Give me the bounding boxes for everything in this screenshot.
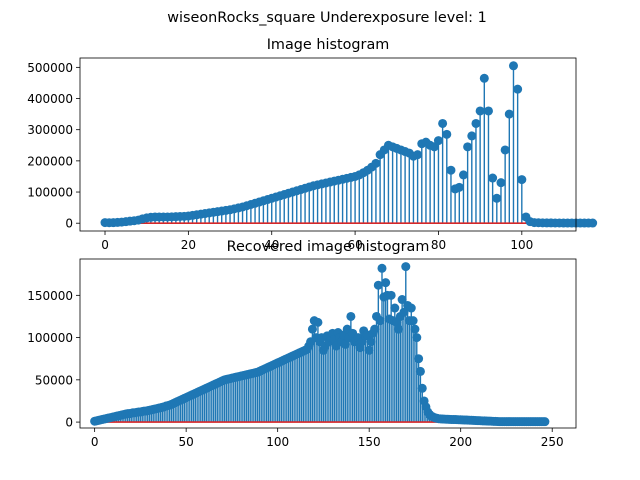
chart-2-marker [410, 324, 420, 334]
chart-2-x-tick-label: 250 [541, 435, 564, 449]
chart-2-marker [370, 324, 380, 334]
chart-1-x-tick-label: 80 [431, 238, 446, 252]
chart-1-marker [504, 109, 514, 119]
chart-1-title: Image histogram [267, 37, 390, 53]
chart-1-marker [500, 145, 510, 155]
chart-2-marker [307, 324, 317, 334]
chart-1-marker [413, 150, 423, 160]
chart-2-x-tick-label: 50 [179, 435, 194, 449]
chart-2-marker [393, 324, 403, 334]
chart-1-marker [492, 193, 502, 203]
chart-2-marker [399, 307, 409, 317]
chart-1-marker [458, 170, 468, 180]
chart-1-y-tick-label: 400000 [27, 92, 73, 106]
chart-2-y-tick-label: 50000 [35, 373, 73, 387]
chart-1-y-tick-label: 0 [65, 217, 73, 231]
chart-2-x-tick-label: 100 [266, 435, 289, 449]
chart-2-marker [414, 354, 424, 364]
chart-1-marker [467, 131, 477, 141]
chart-2-marker [390, 303, 400, 313]
chart-1-marker [517, 175, 527, 185]
chart-2-marker [373, 280, 383, 290]
chart-2-marker [401, 262, 411, 272]
chart-2-axes: 0 50 100 150 200 250 0 50000 100000 150000 [27, 289, 563, 449]
chart-2-marker [417, 383, 427, 393]
chart-1-y-tick-label: 100000 [27, 186, 73, 200]
chart-2-marker [340, 339, 350, 349]
chart-1-frame [79, 57, 577, 232]
chart-1-y-tick-label: 300000 [27, 123, 73, 137]
chart-2-marker [412, 333, 422, 343]
chart-1-marker [454, 182, 464, 192]
chart-2-frame [79, 258, 577, 429]
chart-1-marker [488, 173, 498, 183]
chart-2-x-tick-label: 0 [91, 435, 99, 449]
chart-2-marker [346, 311, 356, 321]
chart-1-marker [483, 106, 493, 116]
chart-2-x-tick-label: 150 [358, 435, 381, 449]
chart-2-plot-area [90, 262, 550, 427]
chart-2-marker [364, 345, 374, 355]
chart-1-marker [588, 218, 598, 228]
chart-1-marker [446, 165, 456, 175]
chart-1-marker [496, 178, 506, 188]
chart-2-marker [397, 295, 407, 305]
chart-1-x-tick-label: 20 [181, 238, 196, 252]
chart-1-axes: 0 20 40 60 80 100 0 100000 200000 300000 400000 500… [27, 61, 533, 252]
chart-1-marker [508, 61, 518, 71]
chart-1-x-tick-label: 40 [264, 238, 279, 252]
chart-1-marker [513, 84, 523, 94]
chart-2-y-tick-label: 100000 [27, 331, 73, 345]
figure-suptitle: wiseonRocks_square Underexposure level: … [167, 10, 486, 26]
chart-1-marker [475, 106, 485, 116]
chart-1-marker [479, 73, 489, 83]
chart-2-marker [415, 366, 425, 376]
chart-1-marker [433, 136, 443, 146]
chart-2-marker [381, 278, 391, 288]
chart-2-marker [377, 263, 387, 273]
chart-1-plot-area [100, 61, 598, 228]
chart-1-marker [438, 118, 448, 128]
chart-1-x-tick-label: 0 [101, 238, 109, 252]
chart-2-marker [406, 303, 416, 313]
chart-2-x-tick-label: 200 [449, 435, 472, 449]
chart-1-x-tick-label: 60 [347, 238, 362, 252]
chart-1-y-tick-label: 200000 [27, 154, 73, 168]
chart-1-marker [371, 158, 381, 168]
chart-1: Image histogram 0 20 40 60 80 100 0 100000 20000… [27, 37, 598, 252]
chart-1-y-tick-label: 500000 [27, 61, 73, 75]
chart-2-marker [408, 316, 418, 326]
chart-2-y-tick-label: 150000 [27, 289, 73, 303]
chart-2-y-tick-label: 0 [65, 416, 73, 430]
chart-1-marker [471, 118, 481, 128]
chart-2-marker [540, 417, 550, 427]
chart-1-x-tick-label: 100 [510, 238, 533, 252]
chart-1-marker [463, 142, 473, 152]
chart-2-marker [375, 316, 385, 326]
chart-2-marker [366, 337, 376, 347]
chart-2-marker [313, 317, 323, 327]
chart-2-marker [386, 290, 396, 300]
chart-1-marker [442, 129, 452, 139]
chart-2-title: Recovered image histogram [227, 239, 430, 255]
